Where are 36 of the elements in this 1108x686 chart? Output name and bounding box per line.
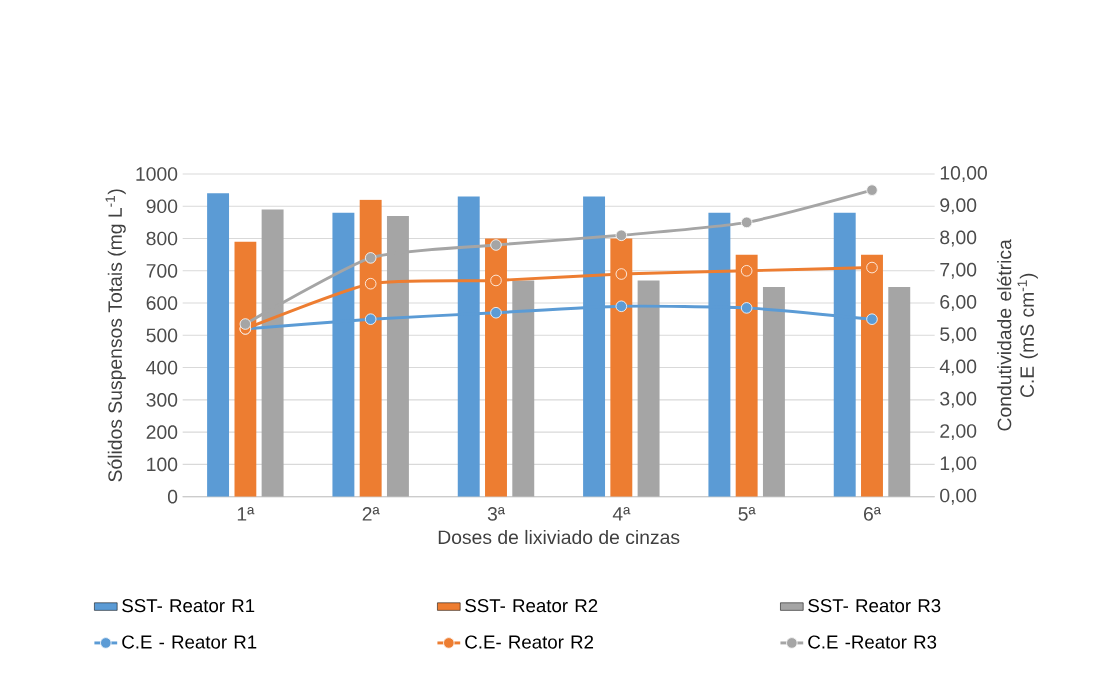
- x-tick-label: 3ª: [487, 507, 506, 521]
- legend-label: SST- Reator R3: [808, 599, 941, 613]
- y-tick-label: 800: [146, 231, 178, 246]
- y2-tick-label: 8,00: [940, 230, 977, 247]
- x-tick-label: 6ª: [864, 507, 882, 521]
- y-tick-label: 900: [146, 199, 178, 214]
- y2-tick-label: 5,00: [940, 327, 977, 344]
- legend-label: C.E- Reator R2: [465, 635, 594, 649]
- y2-tick-label: 1,00: [940, 456, 977, 473]
- y-tick-label: 1000: [136, 167, 178, 181]
- y2-tick-label: 0,00: [940, 488, 977, 505]
- y-tick-label: 200: [146, 425, 178, 439]
- legend-label: C.E - Reator R1: [122, 635, 257, 649]
- y2-tick-label: 7,00: [940, 262, 977, 279]
- y-tick-label: 700: [146, 263, 178, 278]
- legend-label: SST- Reator R2: [465, 599, 598, 613]
- y2-tick-label: 3,00: [940, 391, 977, 408]
- y-axis-title: Sólidos Suspensos Totais (mg L$^{-1}$): [105, 189, 126, 482]
- y-tick-label: 100: [147, 457, 178, 472]
- y-tick-label: 0: [167, 489, 178, 504]
- x-tick-label: 1ª: [237, 507, 255, 521]
- x-tick-label: 5ª: [738, 507, 756, 521]
- y2-tick-label: 6,00: [940, 295, 977, 312]
- legend-label: SST- Reator R1: [122, 599, 255, 613]
- y-tick-label: 600: [146, 296, 178, 310]
- y2-tick-label: 10,00: [940, 166, 987, 182]
- y2-tick-label: 2,00: [940, 424, 977, 441]
- y-tick-label: 500: [146, 328, 178, 343]
- y-tick-label: 400: [146, 360, 178, 375]
- y2-tick-label: 9,00: [940, 198, 977, 215]
- y2-tick-label: 4,00: [939, 359, 977, 376]
- legend-label: C.E -Reator R3: [808, 635, 937, 649]
- x-tick-label: 4ª: [612, 507, 631, 521]
- y-tick-label: 300: [146, 393, 178, 407]
- x-axis-title: Doses de lixiviado de cinzas: [438, 529, 680, 545]
- x-tick-label: 2ª: [362, 507, 380, 521]
